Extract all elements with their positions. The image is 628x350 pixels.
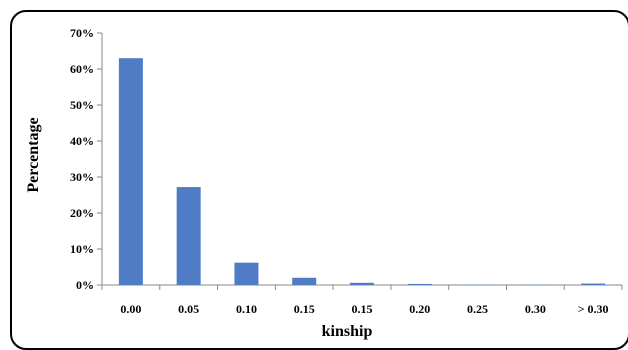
bar [234, 263, 258, 285]
x-axis-title: kinship [322, 323, 373, 340]
bar-chart: 0% 10% 20% 30% 40% 50% 60% 70% 0.00 0.05 0.10 0.15… [0, 0, 628, 341]
bar [581, 284, 605, 285]
y-tick-labels: 0% 10% 20% 30% 40% 50% 60% 70% [70, 26, 94, 292]
y-tick-label: 10% [70, 242, 94, 256]
x-tick-label: 0.00 [120, 302, 141, 316]
bar [292, 278, 316, 285]
bar [408, 284, 432, 285]
x-tick-labels: 0.00 0.05 0.10 0.15 0.15 0.20 0.25 0.30 > 0.30 [120, 302, 608, 316]
y-tick-label: 50% [70, 98, 94, 112]
y-tick-label: 60% [70, 62, 94, 76]
y-tick-label: 0% [76, 278, 94, 292]
y-axis-title: Percentage [25, 117, 42, 192]
x-tick-label: 0.15 [294, 302, 315, 316]
bar [350, 283, 374, 285]
x-tick-label: 0.05 [178, 302, 199, 316]
bars [119, 58, 605, 285]
x-axis [102, 285, 622, 290]
y-tick-label: 30% [70, 170, 94, 184]
y-axis [97, 33, 102, 285]
y-tick-label: 20% [70, 206, 94, 220]
x-tick-label: 0.30 [525, 302, 546, 316]
x-tick-label: 0.25 [467, 302, 488, 316]
y-tick-label: 40% [70, 134, 94, 148]
x-tick-label: > 0.30 [578, 302, 609, 316]
x-tick-label: 0.20 [409, 302, 430, 316]
bar [177, 187, 201, 285]
x-tick-label: 0.10 [236, 302, 257, 316]
y-tick-label: 70% [70, 26, 94, 40]
bar [119, 58, 143, 285]
x-tick-label: 0.15 [352, 302, 373, 316]
